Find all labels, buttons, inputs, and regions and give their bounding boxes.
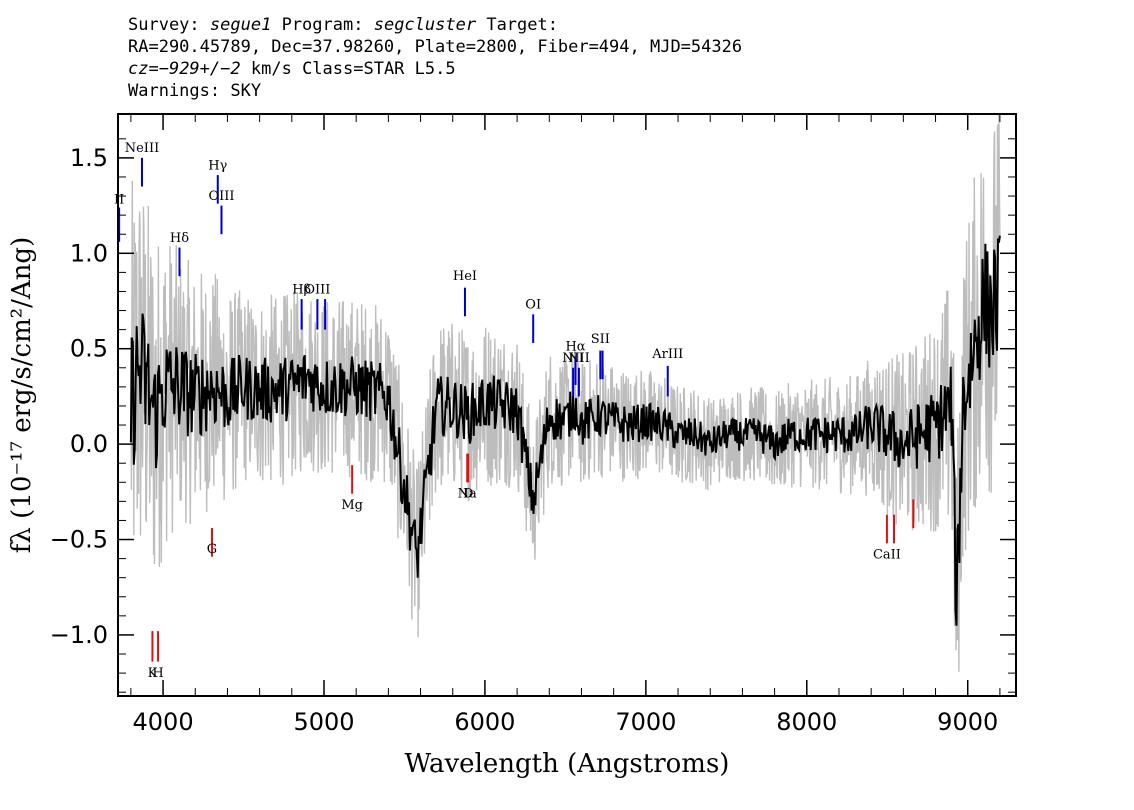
cz-label: cz= [128,59,159,79]
header-line-warnings: Warnings: SKY [128,81,262,101]
emission-line-label: NII [568,351,590,366]
emission-line-label: OI [525,298,541,313]
spectrum-header: Survey: segue1 Program: segcluster Targe… [128,14,742,102]
y-tick-label: −1.0 [50,621,108,649]
emission-line-label: OIII [208,189,234,204]
emission-line-label: OIII [304,282,330,297]
survey-value: segue1 [209,15,272,35]
y-tick-label: 0.0 [70,430,108,458]
emission-line-label: II [114,193,124,208]
spectral-lines-layer: IINeIIIHγOIIIHδHβOIIIHeIOINIIHαNIISIIArI… [114,141,915,681]
cz-value: −929+/−2 [158,59,241,79]
x-tick-label: 7000 [615,708,676,736]
x-axis-title: Wavelength (Angstroms) [405,749,730,779]
y-tick-label: 0.5 [70,335,108,363]
emission-line-label: ArIII [651,347,683,362]
x-tick-label: 4000 [133,708,194,736]
cz-unit: km/s [250,59,292,79]
x-tick-label: 9000 [937,708,998,736]
emission-line-label: HeI [453,269,477,284]
survey-label: Survey: [128,15,200,35]
absorption-line-label: Na [458,487,477,502]
header-line-coordinates: RA=290.45789, Dec=37.98260, Plate=2800, … [128,37,743,57]
emission-line-label: NeIII [125,141,159,156]
x-tick-label: 5000 [293,708,354,736]
y-tick-label: 1.5 [70,144,108,172]
class-value: Class=STAR L5.5 [302,59,456,79]
target-label: Target: [486,15,558,35]
absorption-line-label: H [152,666,163,681]
emission-line-label: Hγ [208,158,227,173]
program-value: segcluster [373,15,477,35]
emission-line-label: Hδ [170,231,189,246]
flux-series [129,235,1001,626]
axis-ticks-layer: 4000 5000 6000 7000 8000 9000 1.5 1.0 0.5 0.0 −0.5… [50,114,1016,736]
y-tick-label: 1.0 [70,239,108,267]
header-line-survey: Survey: segue1 Program: segcluster Targe… [128,14,742,36]
absorption-line-label: CaII [873,548,901,563]
error-band-layer [130,113,1001,672]
emission-line-label: SII [591,332,610,347]
emission-line-label: Hα [565,340,585,355]
emission-line-label: NII [562,351,584,366]
header-line-redshift: cz=−929+/−2 km/s Class=STAR L5.5 [128,58,742,80]
x-tick-label: 8000 [776,708,837,736]
program-label: Program: [281,15,364,35]
x-tick-label: 6000 [454,708,515,736]
y-tick-label: −0.5 [50,526,108,554]
error-band-series [130,113,1001,672]
y-axis-title: fλ (10⁻¹⁷ erg/s/cm²/Ang) [7,237,37,553]
plot-frame [117,113,1017,697]
absorption-line-label: D [463,487,473,502]
absorption-line-label: G [207,542,217,557]
flux-layer [129,235,1001,626]
emission-line-label: Hβ [292,282,311,297]
absorption-line-label: Mg [341,498,363,513]
absorption-line-label: K [148,666,158,681]
